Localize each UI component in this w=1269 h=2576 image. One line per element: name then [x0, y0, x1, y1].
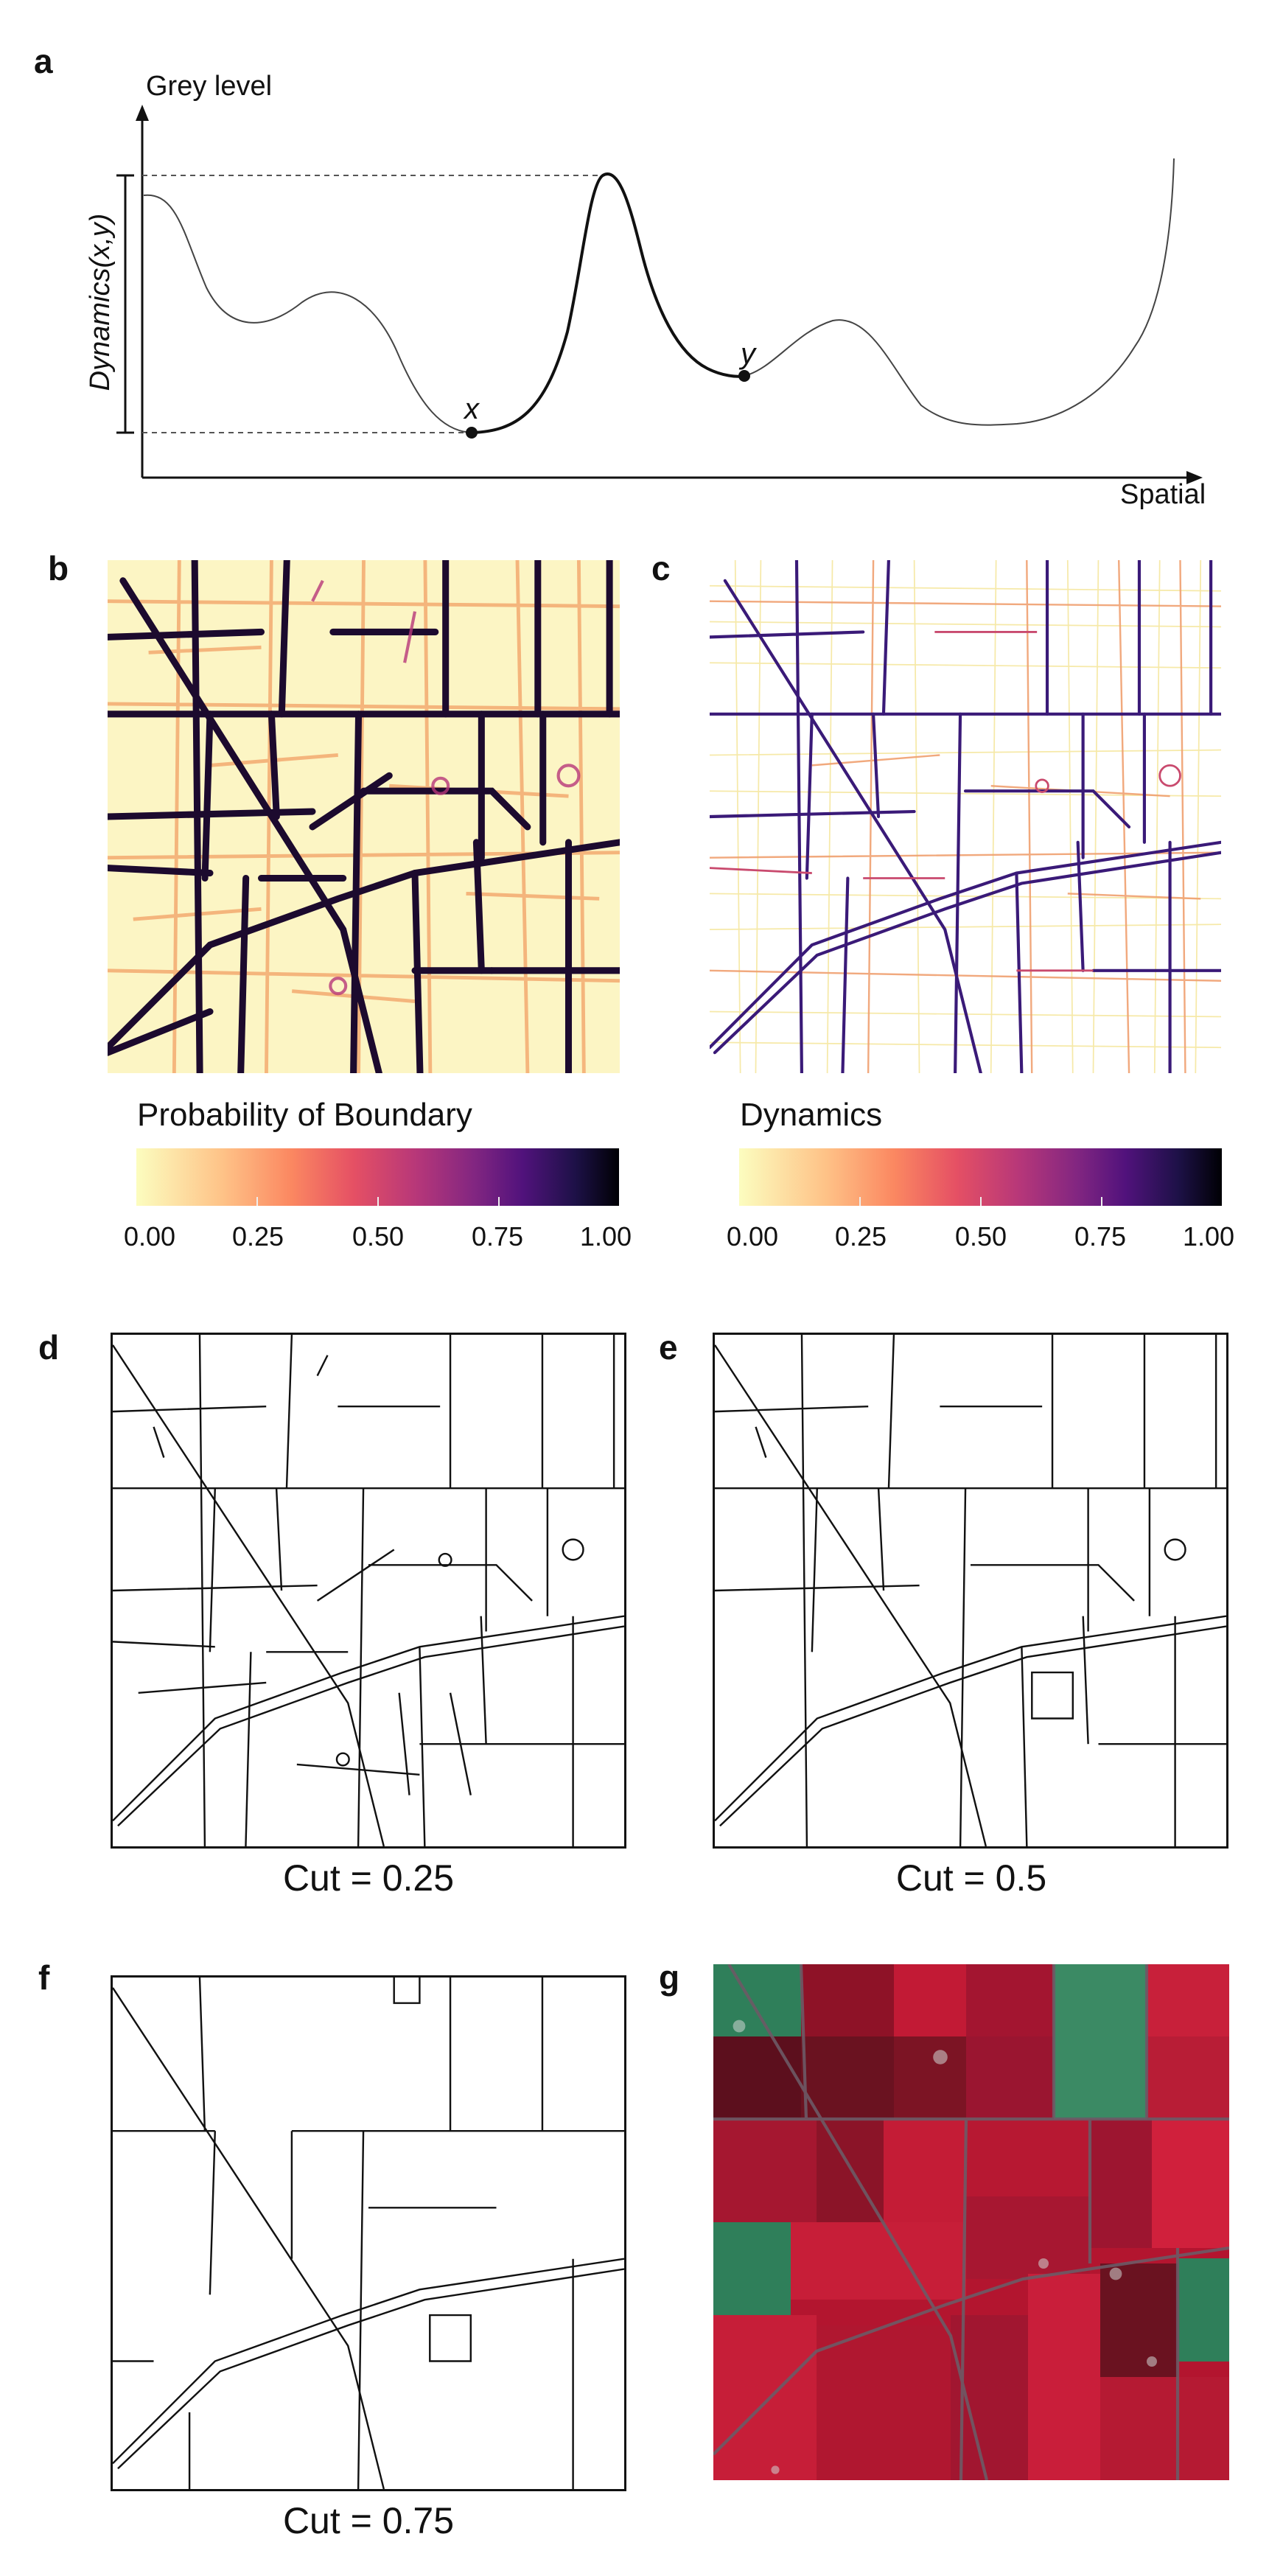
panel-letter-f: f — [38, 1958, 50, 1997]
grey-level-curve-svg — [116, 105, 1203, 484]
colorbar-right-tick-1: 0.25 — [834, 1221, 887, 1252]
segmentation-cut-05 — [713, 1333, 1228, 1849]
satellite-image — [713, 1964, 1229, 2480]
point-x-label: x — [464, 393, 479, 425]
colorbar-right-tick-0: 0.00 — [726, 1221, 779, 1252]
grey-level-curve — [143, 158, 1175, 433]
segmentation-cut-075-svg — [113, 1978, 624, 2489]
dynamics-bracket-label: Dynamics(x,y) — [85, 213, 116, 391]
panel-letter-b: b — [48, 549, 69, 587]
caption-cut-075: Cut = 0.75 — [282, 2500, 455, 2541]
x-axis-arrow — [1186, 471, 1203, 484]
panel-letter-c: c — [651, 549, 671, 587]
caption-cut-05: Cut = 0.5 — [895, 1857, 1047, 1899]
colorbar-right-tick-2: 0.50 — [954, 1221, 1007, 1252]
point-x-marker — [466, 427, 478, 439]
panel-letter-d: d — [38, 1328, 60, 1366]
satellite-image-svg — [713, 1964, 1229, 2480]
panel-letter-e: e — [659, 1328, 678, 1366]
colorbar-left-title: Probability of Boundary — [137, 1097, 472, 1133]
point-y-marker — [738, 370, 750, 382]
panel-letter-a: a — [34, 42, 53, 80]
grey-level-curve-highlight — [471, 172, 745, 434]
colorbar-left-tick-2: 0.50 — [352, 1221, 405, 1252]
colorbar-left-tick-3: 0.75 — [471, 1221, 524, 1252]
colorbar-right-tick-3: 0.75 — [1074, 1221, 1127, 1252]
colorbar-right — [739, 1148, 1222, 1206]
colorbar-left-tick-1: 0.25 — [231, 1221, 284, 1252]
colorbar-right-tick-4: 1.00 — [1182, 1221, 1235, 1252]
y-axis-label: Grey level — [146, 71, 273, 102]
colorbar-left — [136, 1148, 619, 1206]
colorbar-left-tick-0: 0.00 — [123, 1221, 176, 1252]
y-axis-arrow — [136, 105, 149, 121]
boundary-probability-svg — [108, 560, 620, 1073]
dynamics-map-svg — [710, 560, 1221, 1073]
caption-cut-025: Cut = 0.25 — [282, 1857, 455, 1899]
colorbar-left-tick-4: 1.00 — [579, 1221, 632, 1252]
point-y-label: y — [741, 338, 755, 370]
panel-letter-g: g — [659, 1958, 680, 1997]
x-axis-label: Spatial — [1120, 479, 1206, 510]
segmentation-cut-075 — [111, 1975, 626, 2491]
grey-level-curve-plot — [0, 0, 1269, 531]
segmentation-cut-05-svg — [715, 1335, 1226, 1846]
boundary-probability-map — [108, 560, 620, 1073]
segmentation-cut-025 — [111, 1333, 626, 1849]
segmentation-cut-025-svg — [113, 1335, 624, 1846]
dynamics-map — [710, 560, 1221, 1073]
colorbar-right-title: Dynamics — [740, 1097, 883, 1133]
